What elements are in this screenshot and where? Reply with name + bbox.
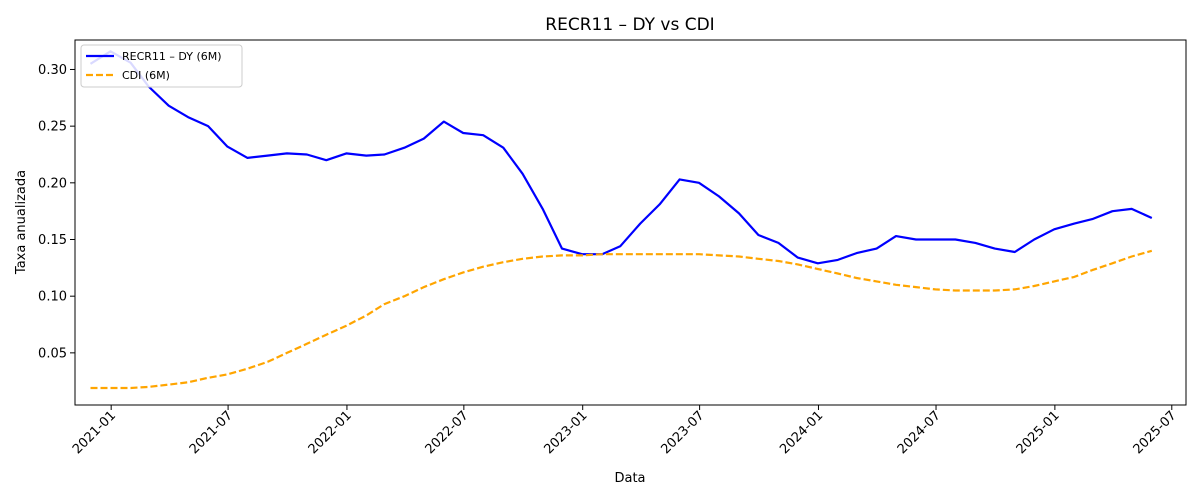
plot-frame [74,39,1187,406]
y-tick-label: 0.25 [38,120,67,135]
cdi-series-line [90,249,1153,390]
x-axis: 2021-01 2021-07 2022-01 2022-07 2023-01 2023-… [70,405,1180,457]
series-layer [89,50,1153,390]
y-tick-label: 0.20 [38,176,67,191]
x-tick-label: 2022-07 [423,408,472,457]
x-tick-label: 2025-01 [1014,408,1063,457]
y-axis-label: Taxa anualizada [14,170,29,275]
x-tick-label: 2021-07 [187,408,236,457]
x-tick-label: 2025-07 [1131,408,1180,457]
dy-series-line [89,50,1153,265]
y-axis: 0.05 0.10 0.15 0.20 0.25 0.30 [38,63,75,361]
y-tick-label: 0.15 [38,233,67,248]
chart-title: RECR11 – DY vs CDI [545,15,714,35]
x-tick-label: 2024-01 [777,408,826,457]
x-tick-label: 2023-07 [658,408,707,457]
x-tick-label: 2024-07 [895,408,944,457]
y-tick-label: 0.05 [38,346,67,361]
x-tick-label: 2022-01 [306,408,355,457]
x-axis-label: Data [614,471,645,486]
legend-label-cdi: CDI (6M) [122,69,170,82]
x-tick-label: 2021-01 [70,408,119,457]
x-tick-label: 2023-01 [542,408,591,457]
legend-box [80,44,243,88]
legend-label-dy: RECR11 – DY (6M) [122,50,222,63]
y-tick-label: 0.30 [38,63,67,78]
legend: RECR11 – DY (6M) CDI (6M) [80,44,243,88]
y-tick-label: 0.10 [38,290,67,305]
